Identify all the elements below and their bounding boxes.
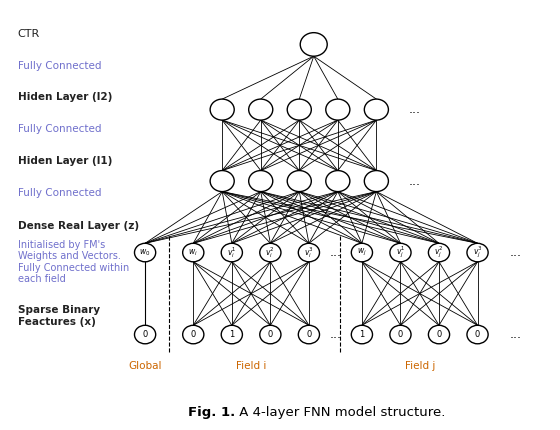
Circle shape (390, 243, 411, 262)
Text: CTR: CTR (18, 29, 40, 39)
Text: $v_i^2$: $v_i^2$ (265, 245, 276, 260)
Text: ...: ... (409, 103, 421, 116)
Text: Fully Connected: Fully Connected (18, 61, 101, 71)
Circle shape (287, 99, 311, 120)
Text: Field i: Field i (236, 361, 266, 371)
Circle shape (326, 99, 350, 120)
Text: 0: 0 (398, 330, 403, 339)
Text: $v_j^1$: $v_j^1$ (395, 245, 405, 260)
Circle shape (326, 171, 350, 192)
Text: $v_i^3$: $v_i^3$ (304, 245, 314, 260)
Circle shape (428, 243, 450, 262)
Circle shape (467, 325, 488, 344)
Circle shape (260, 243, 281, 262)
Text: Initialised by FM's
Weights and Vectors.
Fully Connected within
each field: Initialised by FM's Weights and Vectors.… (18, 240, 129, 284)
Text: Fully Connected: Fully Connected (18, 188, 101, 198)
Circle shape (134, 243, 156, 262)
Text: 0: 0 (436, 330, 442, 339)
Circle shape (210, 171, 234, 192)
Circle shape (183, 325, 204, 344)
Text: Field j: Field j (404, 361, 435, 371)
Text: Hiden Layer (l2): Hiden Layer (l2) (18, 92, 112, 102)
Text: Fully Connected: Fully Connected (18, 124, 101, 134)
Circle shape (249, 171, 273, 192)
Text: ...: ... (329, 246, 342, 259)
Circle shape (467, 243, 488, 262)
Text: 0: 0 (268, 330, 273, 339)
Text: $v_j^2$: $v_j^2$ (434, 245, 444, 260)
Text: 1: 1 (360, 330, 365, 339)
Circle shape (249, 99, 273, 120)
Circle shape (365, 171, 389, 192)
Text: $v_j^3$: $v_j^3$ (473, 245, 483, 260)
Circle shape (287, 171, 311, 192)
Circle shape (298, 325, 320, 344)
Circle shape (365, 99, 389, 120)
Text: ...: ... (409, 175, 421, 187)
Text: 1: 1 (229, 330, 235, 339)
Text: A 4-layer FNN model structure.: A 4-layer FNN model structure. (235, 406, 446, 419)
Text: Hiden Layer (l1): Hiden Layer (l1) (18, 156, 112, 166)
Text: Global: Global (128, 361, 162, 371)
Text: Fig. 1.: Fig. 1. (188, 406, 235, 419)
Text: ...: ... (510, 328, 522, 341)
Text: 0: 0 (306, 330, 311, 339)
Circle shape (210, 99, 234, 120)
Text: ...: ... (510, 246, 522, 259)
Text: $w_0$: $w_0$ (139, 247, 151, 258)
Circle shape (351, 325, 372, 344)
Circle shape (134, 325, 156, 344)
Circle shape (390, 325, 411, 344)
Text: $w_j$: $w_j$ (357, 247, 367, 258)
Text: Sparse Binary
Feactures (x): Sparse Binary Feactures (x) (18, 305, 100, 327)
Circle shape (428, 325, 450, 344)
Text: 0: 0 (475, 330, 480, 339)
Circle shape (221, 243, 242, 262)
Text: $w_i$: $w_i$ (188, 247, 198, 258)
Circle shape (300, 33, 327, 56)
Text: $v_i^1$: $v_i^1$ (227, 245, 237, 260)
Circle shape (260, 325, 281, 344)
Text: 0: 0 (190, 330, 196, 339)
Text: ...: ... (329, 328, 342, 341)
Circle shape (351, 243, 372, 262)
Circle shape (183, 243, 204, 262)
Circle shape (221, 325, 242, 344)
Text: Dense Real Layer (z): Dense Real Layer (z) (18, 221, 139, 231)
Text: 0: 0 (142, 330, 148, 339)
Circle shape (298, 243, 320, 262)
